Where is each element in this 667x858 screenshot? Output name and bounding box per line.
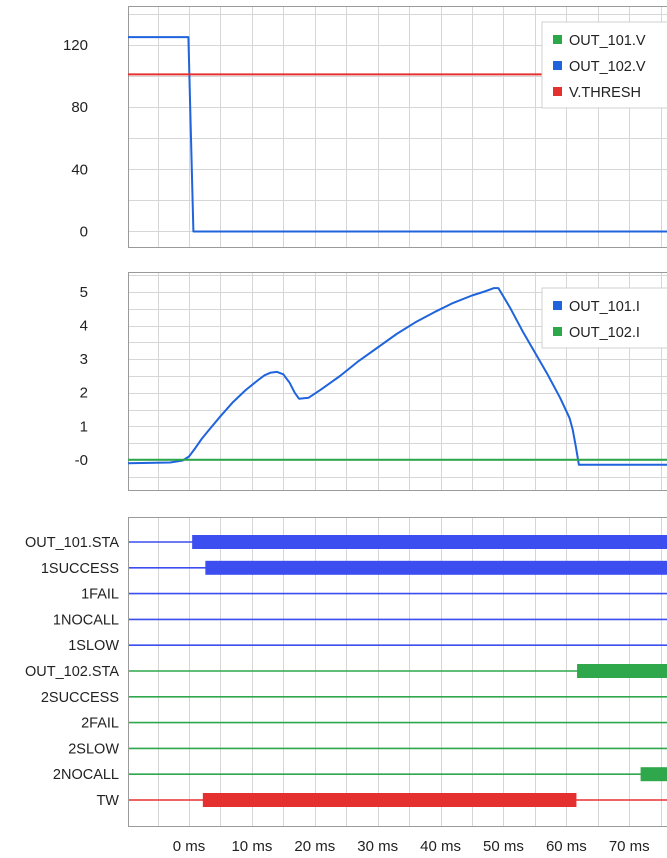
signal-active-bar-2nocall: [640, 767, 667, 782]
legend-swatch-out-101-i: [553, 301, 562, 310]
signal-label-1fail: 1FAIL: [81, 587, 119, 603]
legend-swatch-out-101-v: [553, 35, 562, 44]
y-tick-label: 1: [80, 418, 88, 435]
signal-active-bar-1success: [205, 560, 667, 575]
signal-label-1success: 1SUCCESS: [41, 561, 119, 577]
legend-box: [541, 21, 667, 109]
signal-label-out-101-sta: OUT_101.STA: [25, 535, 119, 551]
signal-label-2success: 2SUCCESS: [41, 690, 119, 706]
signal-active-bar-out-101-sta: [192, 535, 667, 549]
y-tick-label: 2: [80, 385, 88, 402]
y-tick-label: 120: [63, 37, 88, 54]
y-tick-label: 3: [80, 351, 88, 368]
legend-label-out-101-v: OUT_101.V: [569, 33, 646, 49]
x-tick-label: 40 ms: [420, 838, 461, 855]
y-tick-label: -0: [75, 452, 88, 469]
legend-box: [541, 287, 667, 349]
x-tick-label: 0 ms: [173, 838, 206, 855]
x-tick-label: 10 ms: [231, 838, 272, 855]
y-tick-label: 4: [80, 318, 88, 335]
signal-label-2slow: 2SLOW: [68, 741, 119, 757]
legend-label-v-thresh: V.THRESH: [569, 85, 641, 101]
signal-label-out-102-sta: OUT_102.STA: [25, 664, 119, 680]
legend-swatch-out-102-i: [553, 327, 562, 336]
x-tick-label: 30 ms: [357, 838, 398, 855]
signal-label-1slow: 1SLOW: [68, 638, 119, 654]
y-tick-label: 80: [71, 99, 88, 116]
series-line-out-101-i: [127, 287, 667, 466]
signal-active-bar-tw: [202, 793, 577, 807]
signal-label-2nocall: 2NOCALL: [53, 767, 119, 783]
x-tick-label: 50 ms: [483, 838, 524, 855]
x-tick-label: 70 ms: [609, 838, 650, 855]
series-line-out-102-v: [128, 36, 667, 233]
signal-label-tw: TW: [96, 793, 119, 809]
x-tick-label: 60 ms: [546, 838, 587, 855]
signal-label-1nocall: 1NOCALL: [53, 612, 119, 628]
legend-label-out-102-v: OUT_102.V: [569, 59, 646, 75]
y-tick-label: 0: [80, 223, 88, 240]
signal-label-2fail: 2FAIL: [81, 716, 119, 732]
legend-swatch-out-102-v: [553, 61, 562, 70]
signal-active-bar-out-102-sta: [577, 664, 667, 678]
legend-swatch-v-thresh: [553, 87, 562, 96]
y-tick-label: 5: [80, 284, 88, 301]
y-tick-label: 40: [71, 161, 88, 178]
x-tick-label: 20 ms: [294, 838, 335, 855]
legend-label-out-101-i: OUT_101.I: [569, 299, 640, 315]
legend-label-out-102-i: OUT_102.I: [569, 325, 640, 341]
